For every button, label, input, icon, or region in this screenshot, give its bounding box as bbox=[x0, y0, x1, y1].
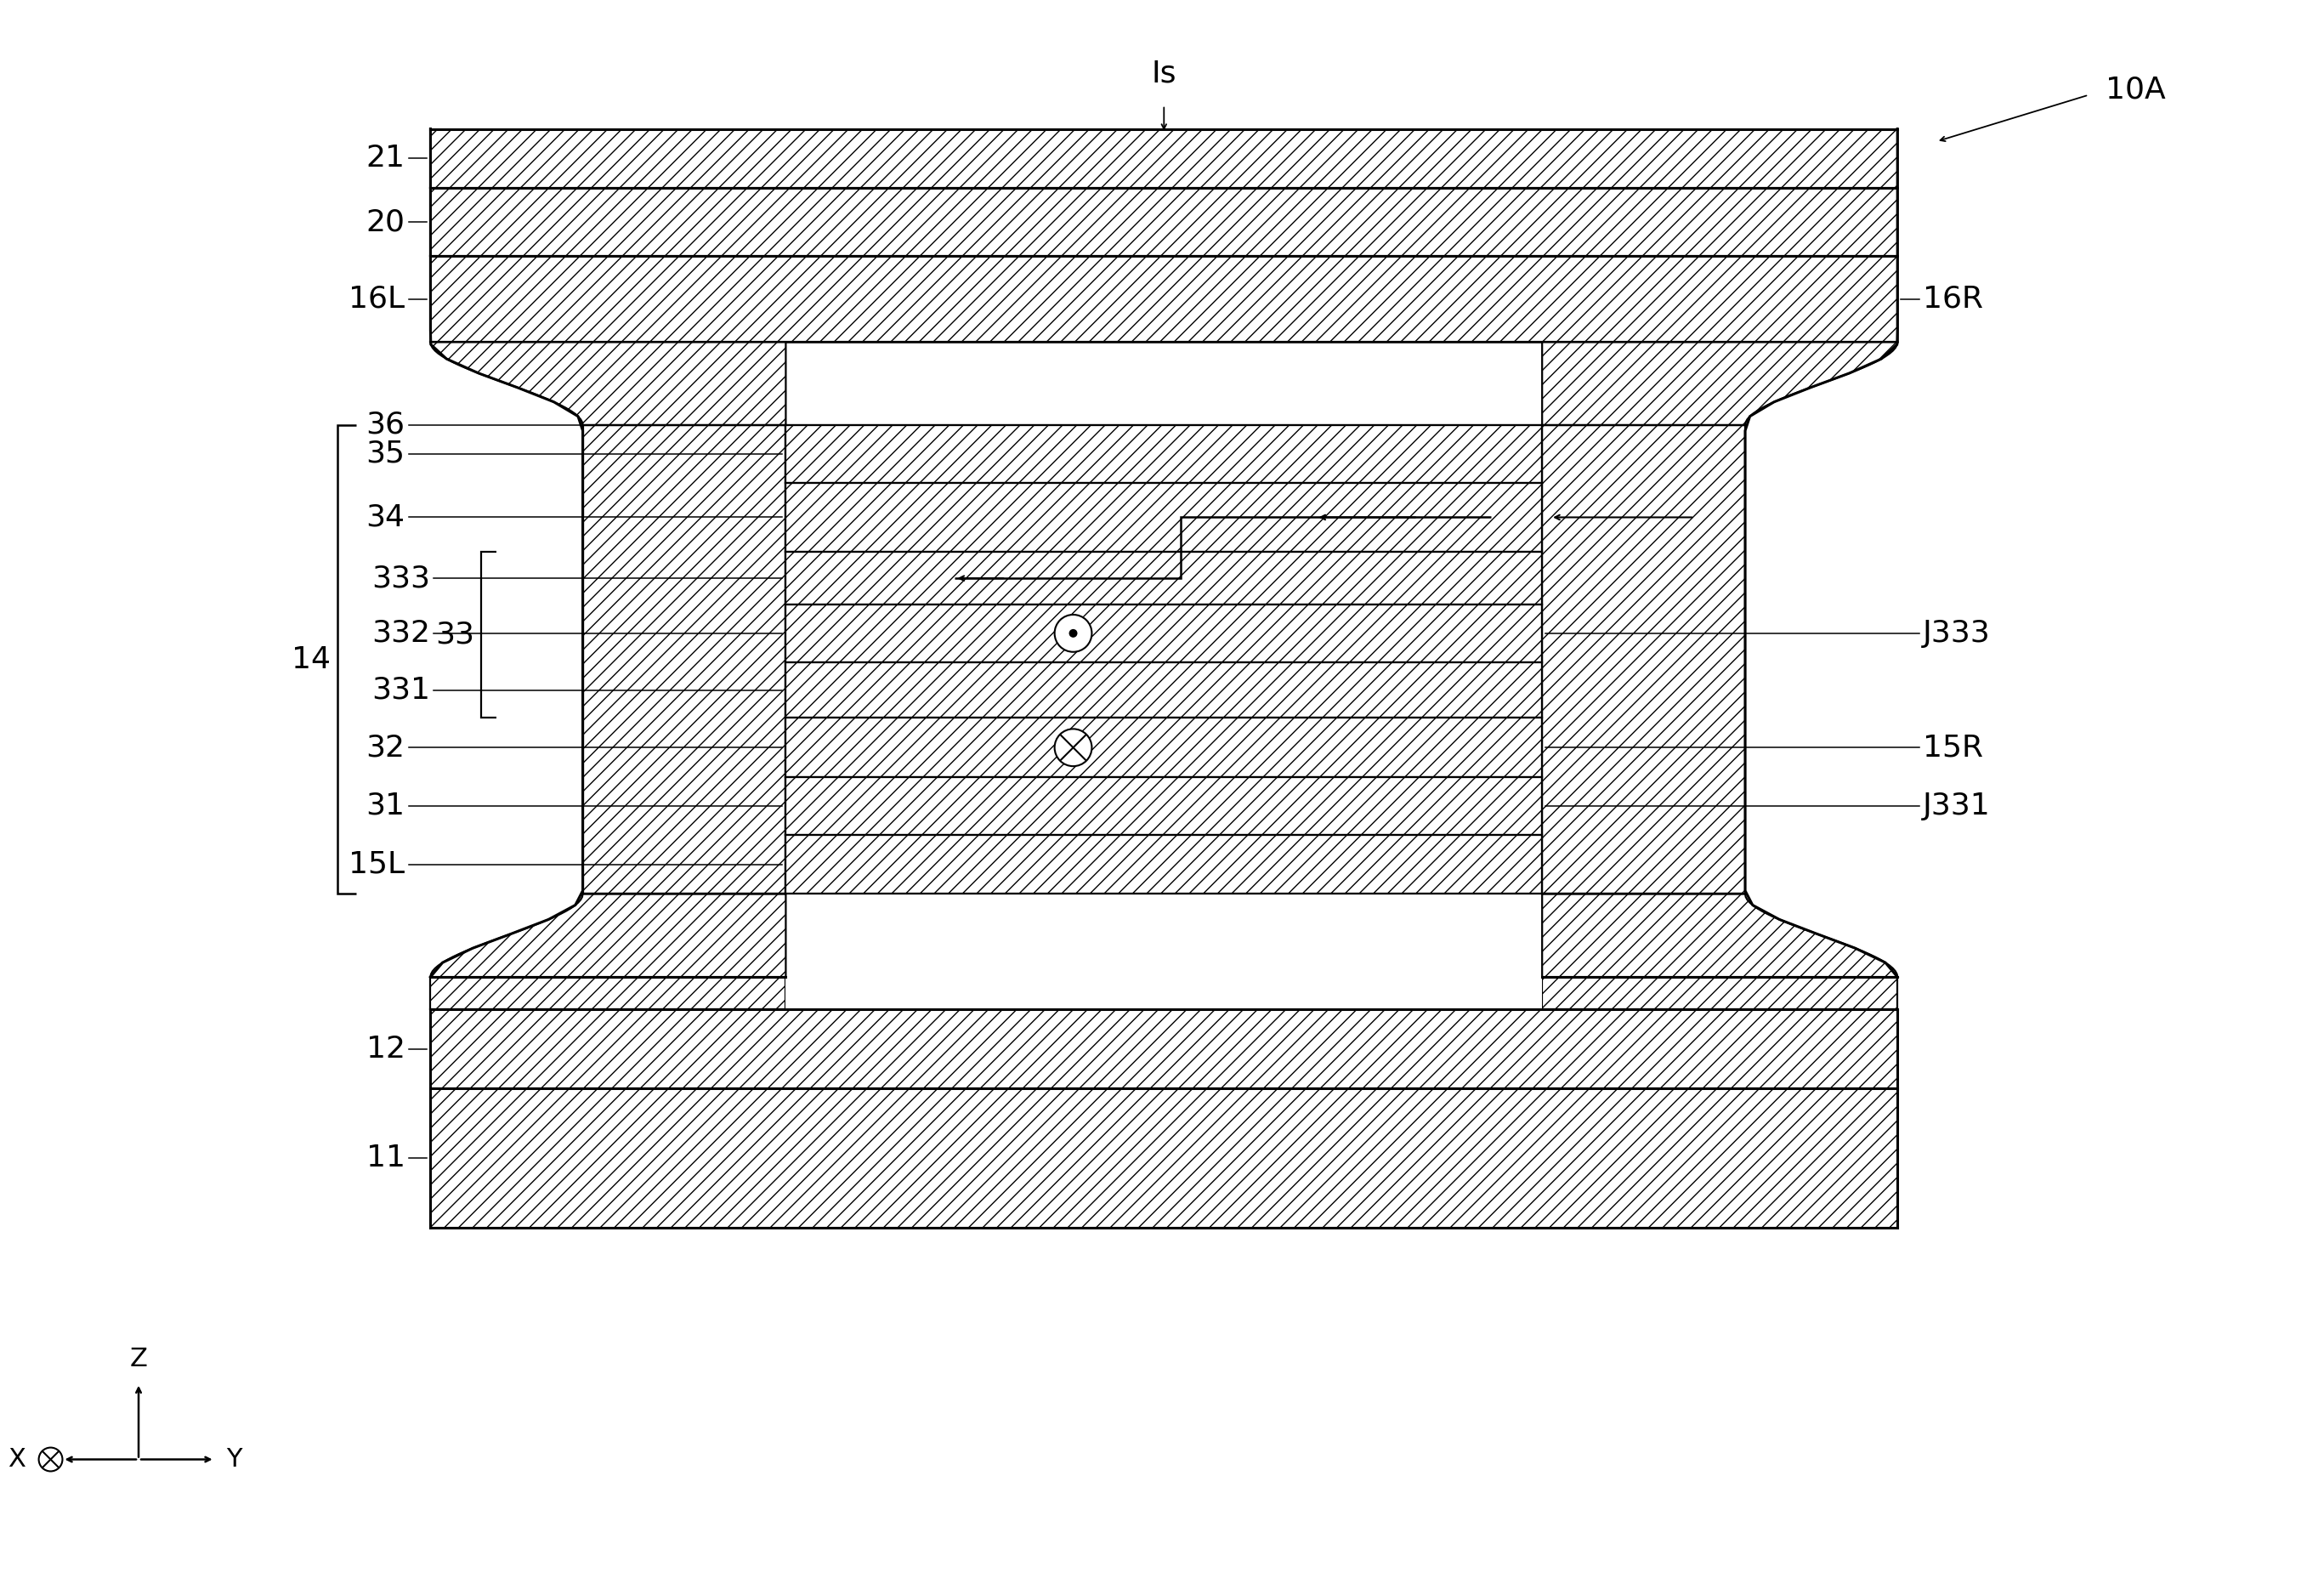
Text: 16R: 16R bbox=[1922, 284, 1982, 313]
Polygon shape bbox=[1543, 893, 1896, 978]
Text: 21: 21 bbox=[365, 144, 404, 172]
Polygon shape bbox=[786, 605, 1543, 662]
Text: 333: 333 bbox=[372, 563, 430, 593]
Polygon shape bbox=[786, 834, 1543, 893]
Circle shape bbox=[1055, 614, 1092, 652]
Text: 10A: 10A bbox=[2106, 75, 2166, 104]
Text: 12: 12 bbox=[365, 1035, 404, 1064]
Text: 11: 11 bbox=[365, 1144, 404, 1172]
Polygon shape bbox=[1543, 426, 1745, 893]
Polygon shape bbox=[1543, 978, 1896, 1010]
Text: 32: 32 bbox=[365, 734, 404, 762]
Text: 31: 31 bbox=[365, 791, 404, 820]
Polygon shape bbox=[786, 552, 1543, 605]
Polygon shape bbox=[786, 777, 1543, 834]
Text: J331: J331 bbox=[1922, 791, 1992, 820]
Text: Is: Is bbox=[1150, 59, 1176, 88]
Circle shape bbox=[40, 1448, 63, 1471]
Polygon shape bbox=[1543, 341, 1896, 426]
Circle shape bbox=[1069, 628, 1078, 638]
Circle shape bbox=[1055, 729, 1092, 766]
Polygon shape bbox=[786, 718, 1543, 777]
Text: X: X bbox=[7, 1447, 26, 1472]
Polygon shape bbox=[786, 893, 1543, 1010]
Polygon shape bbox=[583, 426, 786, 893]
Polygon shape bbox=[430, 893, 786, 978]
Polygon shape bbox=[786, 483, 1543, 552]
Polygon shape bbox=[430, 978, 786, 1010]
Text: Y: Y bbox=[225, 1447, 242, 1472]
Text: 36: 36 bbox=[365, 410, 404, 440]
Text: 16L: 16L bbox=[349, 284, 404, 313]
Polygon shape bbox=[430, 341, 786, 426]
Text: Z: Z bbox=[130, 1346, 146, 1372]
Text: 14: 14 bbox=[290, 644, 330, 675]
Text: 331: 331 bbox=[372, 676, 430, 705]
Polygon shape bbox=[430, 1010, 1896, 1089]
Text: 15L: 15L bbox=[349, 850, 404, 879]
Text: 15R: 15R bbox=[1922, 734, 1982, 762]
Text: 33: 33 bbox=[435, 620, 474, 649]
Polygon shape bbox=[786, 426, 1543, 483]
Text: 20: 20 bbox=[365, 207, 404, 236]
Polygon shape bbox=[430, 255, 1896, 341]
Text: 34: 34 bbox=[365, 502, 404, 531]
Text: 35: 35 bbox=[365, 439, 404, 469]
Polygon shape bbox=[786, 662, 1543, 718]
Polygon shape bbox=[430, 1089, 1896, 1228]
Polygon shape bbox=[430, 188, 1896, 255]
Text: J333: J333 bbox=[1922, 619, 1992, 648]
Polygon shape bbox=[430, 129, 1896, 188]
Text: 332: 332 bbox=[372, 619, 430, 648]
